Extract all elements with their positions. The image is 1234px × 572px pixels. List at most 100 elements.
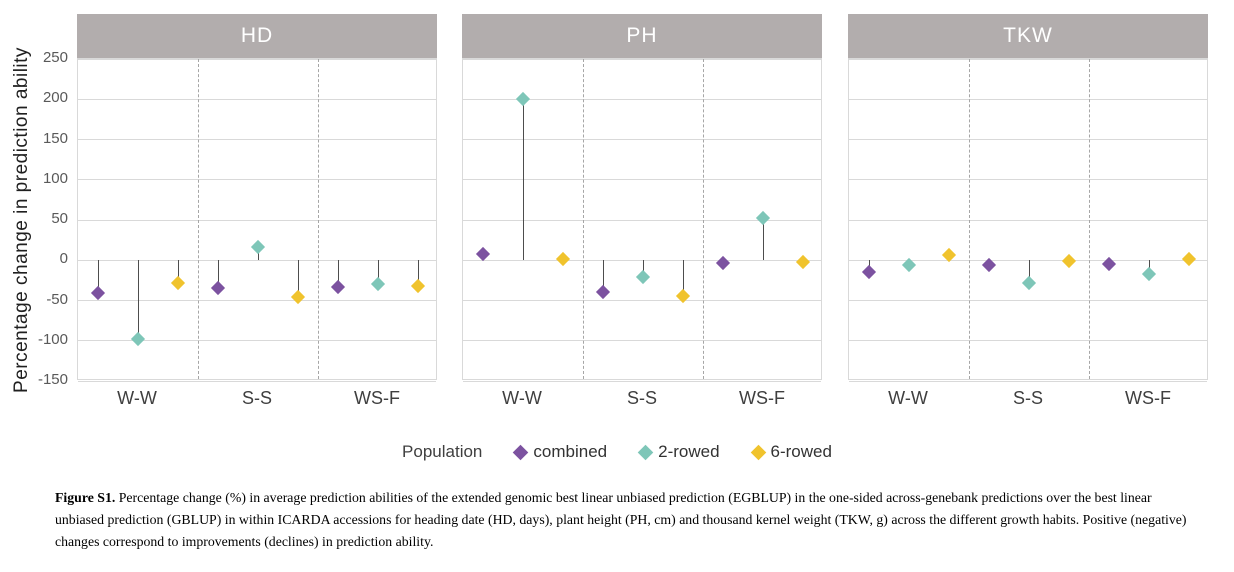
marker-2-rowed-S-S <box>250 239 266 254</box>
y-tick-label: 250 <box>42 49 68 66</box>
x-category-label: W-W <box>502 388 542 408</box>
y-tick-label: 50 <box>51 210 68 227</box>
plot-area <box>848 58 1208 382</box>
y-tick-label: 150 <box>42 129 68 147</box>
figure-caption: Figure S1. Percentage change (%) in aver… <box>55 487 1197 553</box>
marker-6-rowed-W-W <box>555 252 571 267</box>
marker-6-rowed-WS-F <box>795 254 811 269</box>
legend-item-label: 2-rowed <box>658 442 720 461</box>
plot-area <box>77 58 437 382</box>
marker-6-rowed-WS-F <box>410 278 426 294</box>
y-tick-label: 0 <box>59 250 68 268</box>
gridline <box>78 340 436 342</box>
stem-6-rowed <box>177 260 179 283</box>
panel-title: TKW <box>848 14 1208 58</box>
marker-combined-W-W <box>475 246 491 261</box>
gridline <box>78 139 436 140</box>
gridline <box>78 259 436 261</box>
gridline <box>849 380 1207 382</box>
marker-combined-S-S <box>595 284 611 299</box>
category-separator <box>702 59 704 379</box>
y-tick-label: -50 <box>46 290 68 308</box>
panel-PH: PH W-W S-S WS-F <box>462 0 822 572</box>
marker-2-rowed-S-S <box>635 270 651 285</box>
marker-6-rowed-S-S <box>290 290 306 305</box>
x-category-label: S-S <box>241 388 272 408</box>
gridline <box>78 58 436 60</box>
stem-combined <box>97 260 99 294</box>
legend-item-combined: combined <box>513 442 608 462</box>
y-tick-label: -150 <box>37 371 68 388</box>
marker-2-rowed-W-W <box>515 92 531 107</box>
plot-area <box>462 58 822 382</box>
gridline <box>849 58 1207 60</box>
panel-title: PH <box>462 14 822 58</box>
y-tick-label: 100 <box>42 169 68 187</box>
stem-6-rowed <box>682 260 684 296</box>
marker-6-rowed-S-S <box>1061 253 1077 269</box>
stem-combined <box>602 260 604 292</box>
stem-6-rowed <box>297 260 299 298</box>
stem-6-rowed <box>417 260 419 286</box>
legend-item-label: 6-rowed <box>770 442 832 461</box>
figure-caption-text: Percentage change (%) in average predict… <box>55 490 1187 550</box>
legend-item-2-rowed: 2-rowed <box>637 442 720 462</box>
marker-2-rowed-W-W <box>130 332 146 347</box>
stem-2-rowed <box>522 99 524 261</box>
marker-combined-W-W <box>861 265 877 280</box>
gridline <box>463 219 821 221</box>
panel-TKW: TKW W-W S-S WS-F <box>848 0 1208 572</box>
stem-2-rowed <box>137 260 139 340</box>
x-category-label: WS-F <box>739 388 785 408</box>
category-separator <box>197 59 199 379</box>
gridline <box>849 98 1207 100</box>
6-rowed-diamond-icon <box>750 444 766 460</box>
panel-HD: HD W-W S-S WS-F <box>77 0 437 572</box>
marker-2-rowed-S-S <box>1021 275 1037 290</box>
marker-6-rowed-WS-F <box>1181 251 1197 266</box>
gridline <box>78 300 436 301</box>
stem-2-rowed <box>642 260 644 278</box>
combined-diamond-icon <box>513 444 529 460</box>
stem-combined <box>337 260 339 287</box>
gridline <box>463 179 821 181</box>
gridline <box>849 300 1207 301</box>
stem-2-rowed <box>1028 260 1030 283</box>
x-category-label: W-W <box>117 388 157 408</box>
marker-2-rowed-WS-F <box>370 276 386 291</box>
x-category-label: WS-F <box>354 388 400 408</box>
stem-2-rowed <box>762 218 764 261</box>
marker-combined-S-S <box>210 281 226 296</box>
gridline <box>463 259 821 261</box>
gridline <box>78 219 436 221</box>
gridline <box>463 98 821 100</box>
x-category-label: W-W <box>888 388 928 408</box>
marker-combined-WS-F <box>330 279 346 294</box>
gridline <box>849 219 1207 221</box>
y-tick-label: 200 <box>42 89 68 107</box>
gridline <box>849 179 1207 181</box>
gridline <box>78 179 436 181</box>
x-category-label: WS-F <box>1125 388 1171 408</box>
category-separator <box>1088 59 1090 379</box>
category-separator <box>582 59 584 379</box>
marker-combined-W-W <box>90 286 106 301</box>
x-category-label: S-S <box>626 388 657 408</box>
stem-combined <box>217 260 219 289</box>
marker-combined-WS-F <box>715 256 731 271</box>
legend: Population combined 2-rowed 6-rowed <box>0 442 1234 462</box>
2-rowed-diamond-icon <box>637 444 654 460</box>
marker-6-rowed-W-W <box>170 275 186 290</box>
stem-2-rowed <box>377 260 379 284</box>
gridline <box>463 58 821 60</box>
gridline <box>78 98 436 100</box>
y-tick-label: -100 <box>37 330 68 348</box>
legend-item-label: combined <box>533 442 608 461</box>
marker-2-rowed-WS-F <box>755 211 771 226</box>
panel-title: HD <box>77 14 437 58</box>
gridline <box>849 139 1207 140</box>
gridline <box>463 300 821 301</box>
gridline <box>849 259 1207 261</box>
gridline <box>463 340 821 342</box>
